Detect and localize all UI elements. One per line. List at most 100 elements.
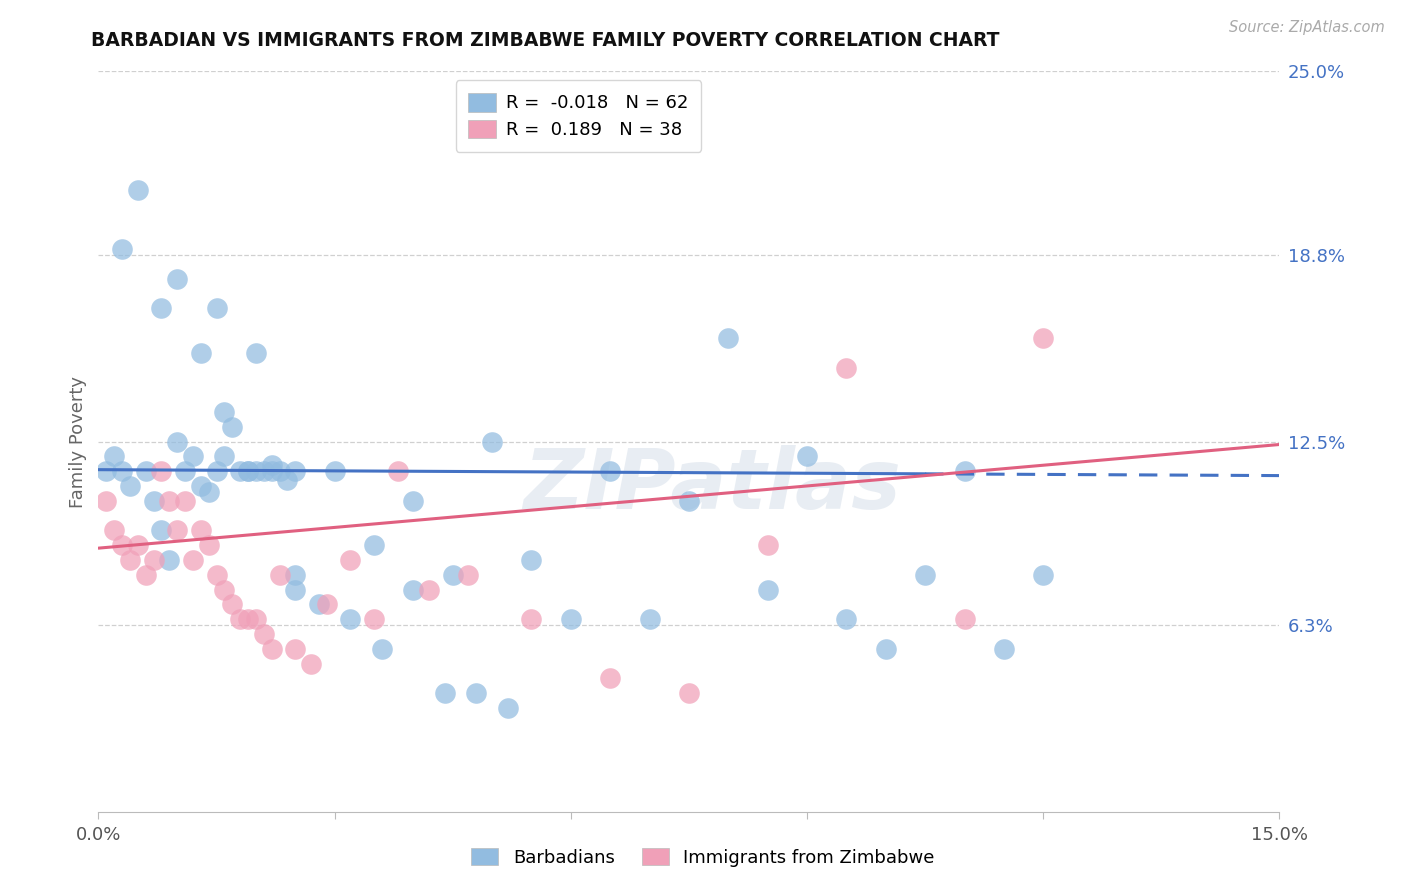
Point (678, 493, 700, 508)
Point (245, 612, 267, 626)
Point (135, 464, 157, 478)
Point (157, 493, 180, 508)
Point (363, 612, 385, 626)
Point (402, 493, 425, 508)
Point (363, 538, 385, 552)
Point (197, 538, 219, 552)
Point (993, 641, 1015, 656)
Point (284, 582, 307, 597)
Point (835, 360, 858, 375)
Point (496, 701, 519, 715)
Point (245, 345, 267, 359)
Point (433, 686, 456, 700)
Point (1032, 331, 1054, 345)
Text: BARBADIAN VS IMMIGRANTS FROM ZIMBABWE FAMILY POVERTY CORRELATION CHART: BARBADIAN VS IMMIGRANTS FROM ZIMBABWE FA… (91, 31, 1000, 50)
Point (214, 405, 236, 419)
Point (599, 464, 621, 478)
Point (260, 464, 283, 478)
Point (284, 567, 307, 582)
Point (339, 612, 361, 626)
Point (520, 553, 543, 567)
Point (269, 464, 291, 478)
Y-axis label: Family Poverty: Family Poverty (69, 376, 87, 508)
Point (118, 553, 141, 567)
Point (166, 524, 188, 538)
Point (284, 641, 307, 656)
Point (260, 458, 283, 473)
Point (756, 538, 779, 552)
Point (599, 672, 621, 686)
Point (205, 301, 228, 316)
Point (111, 464, 134, 478)
Point (205, 464, 228, 478)
Point (260, 641, 283, 656)
Point (127, 538, 149, 552)
Point (197, 484, 219, 499)
Point (441, 567, 464, 582)
Point (142, 493, 165, 508)
Text: ZIPatlas: ZIPatlas (523, 445, 901, 526)
Point (190, 479, 212, 493)
Point (284, 464, 307, 478)
Point (245, 464, 267, 478)
Point (418, 582, 440, 597)
Point (1032, 567, 1054, 582)
Point (465, 686, 488, 700)
Point (221, 419, 243, 434)
Point (835, 612, 858, 626)
Point (181, 553, 204, 567)
Point (190, 345, 212, 359)
Point (103, 524, 125, 538)
Point (339, 553, 361, 567)
Point (299, 657, 322, 671)
Point (756, 582, 779, 597)
Point (166, 434, 188, 449)
Point (103, 450, 125, 464)
Point (157, 553, 180, 567)
Point (214, 582, 236, 597)
Point (323, 464, 346, 478)
Point (181, 450, 204, 464)
Point (221, 598, 243, 612)
Point (253, 627, 276, 641)
Point (953, 612, 976, 626)
Point (520, 612, 543, 626)
Point (96, 493, 118, 508)
Point (308, 598, 330, 612)
Point (214, 450, 236, 464)
Point (236, 464, 259, 478)
Point (796, 450, 818, 464)
Point (717, 331, 740, 345)
Point (638, 612, 661, 626)
Point (387, 464, 409, 478)
Point (150, 524, 173, 538)
Point (150, 301, 173, 316)
Point (174, 464, 197, 478)
Point (111, 242, 134, 256)
Legend: R =  -0.018   N = 62, R =  0.189   N = 38: R = -0.018 N = 62, R = 0.189 N = 38 (456, 80, 702, 152)
Point (914, 567, 936, 582)
Point (150, 464, 173, 478)
Point (875, 641, 897, 656)
Point (142, 553, 165, 567)
Point (118, 479, 141, 493)
Point (560, 612, 582, 626)
Point (315, 598, 337, 612)
Text: Source: ZipAtlas.com: Source: ZipAtlas.com (1229, 20, 1385, 35)
Point (457, 567, 479, 582)
Point (96, 464, 118, 478)
Point (135, 567, 157, 582)
Point (953, 464, 976, 478)
Point (127, 183, 149, 197)
Point (371, 641, 394, 656)
Point (276, 473, 298, 487)
Point (253, 464, 276, 478)
Point (229, 612, 252, 626)
Point (236, 612, 259, 626)
Point (269, 567, 291, 582)
Legend: Barbadians, Immigrants from Zimbabwe: Barbadians, Immigrants from Zimbabwe (464, 841, 942, 874)
Point (236, 464, 259, 478)
Point (111, 538, 134, 552)
Point (678, 686, 700, 700)
Point (402, 582, 425, 597)
